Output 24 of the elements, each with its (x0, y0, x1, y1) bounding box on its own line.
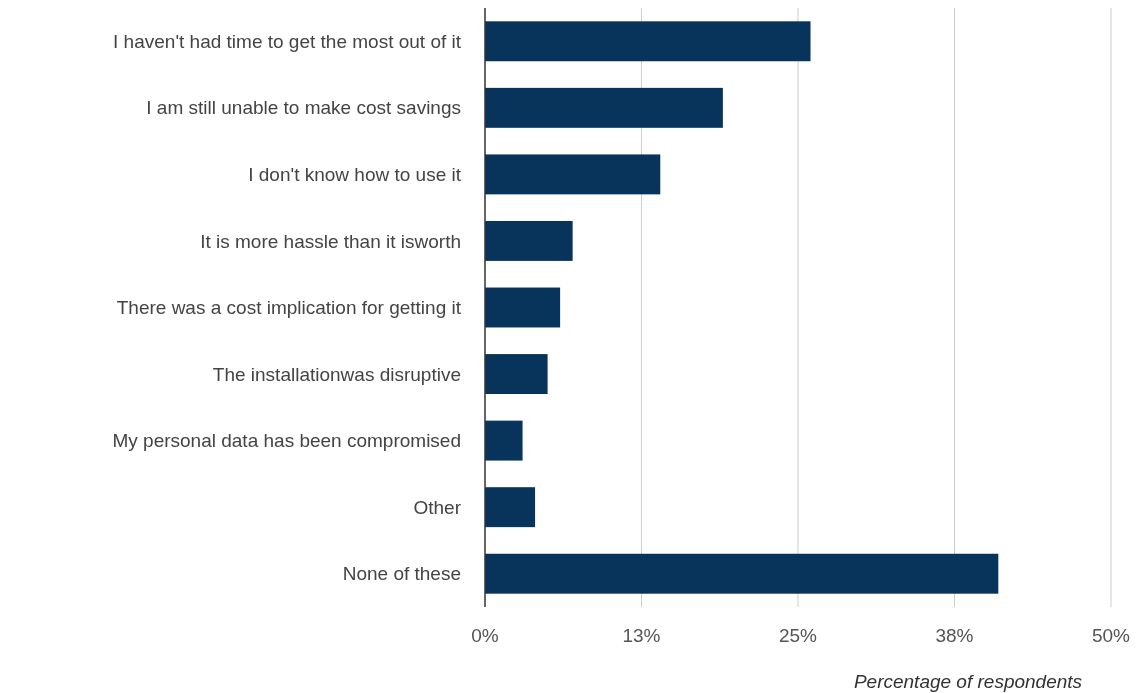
y-tick-label: Other (413, 496, 462, 518)
y-tick-label: I am still unable to make cost savings (146, 97, 461, 119)
x-tick-label: 13% (622, 625, 661, 646)
y-tick-label: The installationwas disruptive (212, 363, 461, 385)
bar (485, 287, 561, 328)
bar (485, 21, 811, 62)
x-axis-title: Percentage of respondents (853, 671, 1083, 692)
bar (485, 154, 661, 195)
y-tick-label: It is more hassle than it isworth (200, 230, 461, 252)
bar (485, 487, 536, 528)
bar (485, 553, 999, 594)
x-tick-label: 25% (778, 625, 818, 646)
x-tick-label: 38% (935, 625, 974, 646)
y-tick-label: My personal data has been compromised (112, 430, 461, 452)
bar (485, 420, 523, 461)
y-tick-label: None of these (342, 563, 461, 585)
y-tick-label: I haven't had time to get the most out of it (113, 30, 462, 52)
y-tick-label: There was a cost implication for getting it (116, 297, 462, 319)
y-tick-label: I don't know how to use it (248, 164, 462, 186)
bar (485, 87, 723, 128)
x-tick-label: 0% (471, 625, 499, 646)
bar (485, 220, 573, 261)
bar (485, 354, 548, 395)
x-tick-label: 50% (1091, 625, 1131, 646)
